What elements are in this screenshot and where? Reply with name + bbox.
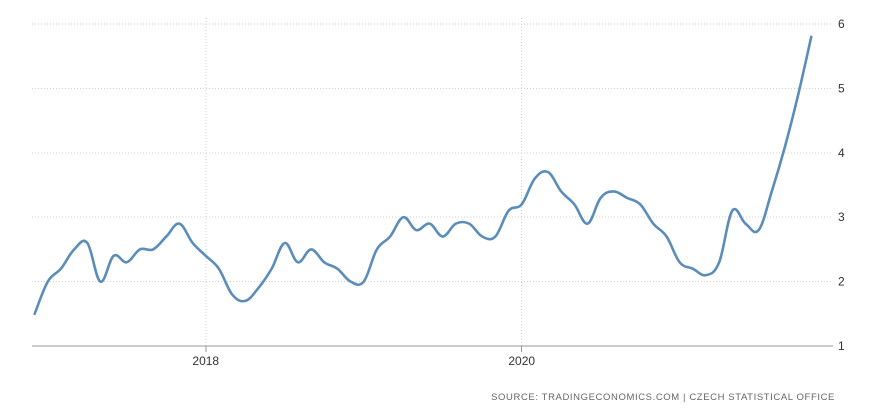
grid <box>32 18 833 346</box>
y-axis: 1 2 3 4 5 6 <box>838 17 845 353</box>
series-layer <box>35 37 812 314</box>
series-line <box>35 37 812 314</box>
y-tick-label: 6 <box>838 17 845 31</box>
x-tick-label: 2018 <box>192 354 219 368</box>
y-tick-label: 1 <box>838 339 845 353</box>
y-tick-label: 5 <box>838 81 845 95</box>
source-label: SOURCE: TRADINGECONOMICS.COM | CZECH STA… <box>491 392 835 403</box>
x-axis-ticks: 2018 2020 <box>192 346 535 368</box>
y-tick-label: 4 <box>838 146 845 160</box>
x-tick-label: 2020 <box>508 354 535 368</box>
y-tick-label: 2 <box>838 275 845 289</box>
y-tick-label: 3 <box>838 210 845 224</box>
